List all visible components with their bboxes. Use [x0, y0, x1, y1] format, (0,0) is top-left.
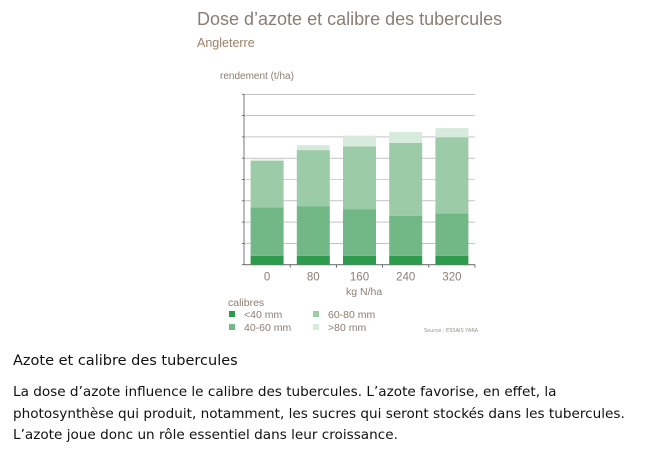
x-tick-label: 160 [350, 272, 369, 284]
x-tick-label: 80 [307, 272, 320, 284]
legend-item-60-80: 60-80 mm [313, 309, 375, 321]
legend-label: 40-60 mm [244, 322, 292, 334]
bar-segment [435, 255, 469, 265]
legend-title: calibres [228, 297, 265, 309]
legend-item-gt80: >80 mm [313, 322, 366, 334]
bar-segment [343, 146, 376, 210]
chart-source: Source : ESSAIS YARA [424, 328, 479, 334]
y-axis-label: rendement (t/ha) [220, 71, 294, 82]
legend-label: 60-80 mm [328, 309, 376, 321]
bar-segment [435, 137, 469, 214]
stacked-bar-chart: 0 80 160 240 320 [242, 93, 476, 284]
bar-segment [250, 160, 284, 208]
bar-segment [389, 255, 423, 265]
bar-segment [343, 209, 376, 256]
section-paragraph: La dose d’azote influence le calibre des… [13, 384, 625, 443]
bar-segment [250, 207, 284, 256]
legend-label: >80 mm [328, 322, 367, 334]
x-tick-label: 240 [396, 272, 415, 284]
legend-swatch [313, 324, 319, 330]
bar-segment [250, 159, 284, 161]
legend-label: <40 mm [244, 309, 283, 321]
legend-item-40-60: 40-60 mm [229, 322, 291, 334]
chart-subtitle: Angleterre [197, 36, 255, 50]
chart-title: Dose d’azote et calibre des tubercules [197, 9, 503, 29]
bar-segment [389, 215, 423, 256]
bar-segment [435, 128, 469, 138]
bar-segment [296, 145, 330, 151]
bar-segment [296, 206, 330, 256]
bar-segment [250, 255, 284, 265]
bar-segment [296, 150, 330, 207]
legend-swatch [313, 311, 319, 317]
x-axis-label: kg N/ha [346, 286, 383, 298]
section-heading: Azote et calibre des tubercules [13, 353, 238, 369]
bar-segment [389, 132, 423, 143]
bar-segment [435, 213, 469, 256]
bar-segment [296, 255, 330, 265]
x-tick-label: 0 [264, 272, 270, 284]
bar-segment [389, 142, 423, 216]
legend-item-lt40: <40 mm [229, 309, 282, 321]
bar-segment [343, 255, 376, 265]
legend-swatch [229, 311, 235, 317]
bar-segment [343, 135, 376, 147]
legend-swatch [229, 324, 235, 330]
x-tick-label: 320 [442, 272, 461, 284]
